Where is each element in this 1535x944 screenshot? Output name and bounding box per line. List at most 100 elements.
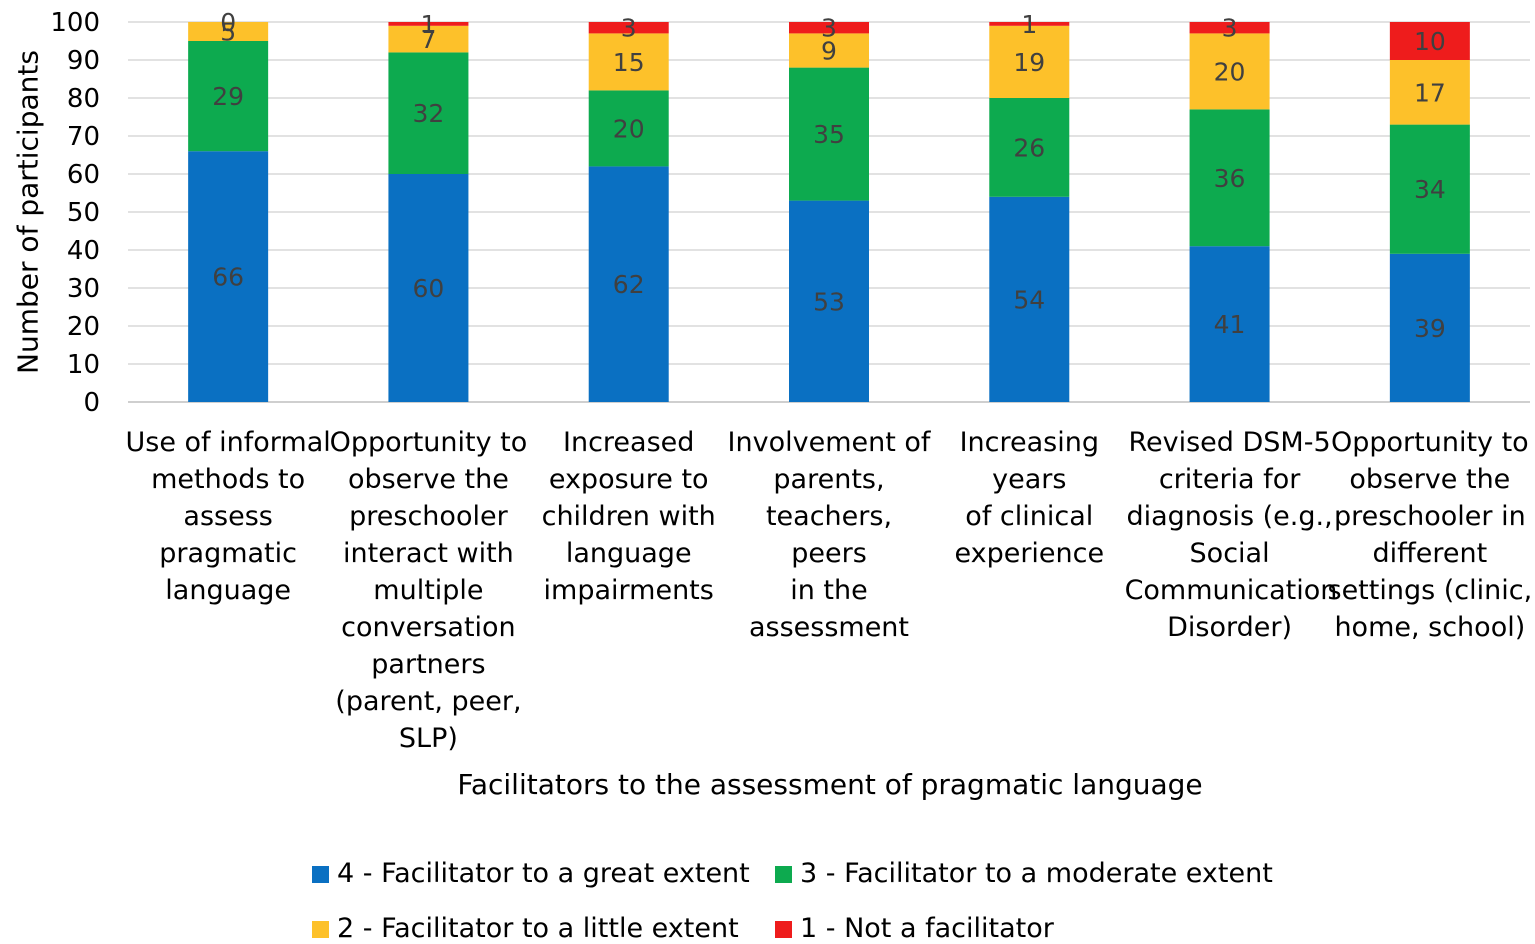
category-label-line: (parent, peer, xyxy=(335,686,522,717)
bar-segment xyxy=(989,22,1070,26)
bar-segment xyxy=(1189,246,1270,402)
bar-segment xyxy=(1389,60,1470,125)
data-label: 0 xyxy=(220,8,236,37)
data-label: 60 xyxy=(413,274,445,303)
data-label: 32 xyxy=(413,99,445,128)
data-label: 20 xyxy=(1214,57,1246,86)
category-label-line: diagnosis (e.g., xyxy=(1126,501,1333,532)
data-label: 62 xyxy=(613,270,645,299)
bar-segment xyxy=(188,41,269,152)
bar-segment xyxy=(588,166,669,402)
legend-item-little-extent: 2 - Facilitator to a little extent xyxy=(312,913,739,944)
bar-segment xyxy=(588,22,669,34)
legend-item-great-extent: 4 - Facilitator to a great extent xyxy=(312,858,750,889)
legend-label: 3 - Facilitator to a moderate extent xyxy=(800,858,1273,889)
bar-segment xyxy=(989,98,1070,197)
y-tick-label: 20 xyxy=(67,312,100,342)
legend-swatch xyxy=(775,921,792,938)
legend-swatch xyxy=(312,921,329,938)
category-label-line: Use of informal xyxy=(125,427,331,458)
data-label: 3 xyxy=(1222,14,1238,43)
category-label-line: different xyxy=(1372,538,1488,569)
category-label-line: impairments xyxy=(543,575,714,606)
x-axis-label: Facilitators to the assessment of pragma… xyxy=(457,768,1203,801)
category-label: Opportunity to observe the preschooler inte… xyxy=(323,424,533,757)
y-tick-label: 90 xyxy=(67,46,100,76)
bar-segment xyxy=(1389,124,1470,254)
data-label: 19 xyxy=(1013,48,1045,77)
category-label-line: Increased xyxy=(563,427,695,458)
legend-label: 2 - Facilitator to a little extent xyxy=(337,913,739,944)
legend-swatch xyxy=(775,866,792,883)
category-label-line: in the xyxy=(790,575,868,606)
category-label: Opportunity to observe the preschooler in d… xyxy=(1325,424,1535,646)
y-axis-label: Number of participants xyxy=(11,50,45,374)
category-label-line: parents, xyxy=(773,464,885,495)
y-tick-label: 10 xyxy=(67,350,100,380)
category-label-line: SLP) xyxy=(398,723,458,754)
category-label-line: home, school) xyxy=(1334,612,1526,643)
bar-segment xyxy=(789,67,869,201)
category-label-line: conversation xyxy=(341,612,516,643)
legend-swatch xyxy=(312,866,329,883)
y-tick-labels: 0 10 20 30 40 50 60 70 80 90 100 xyxy=(50,8,100,418)
y-tick-label: 60 xyxy=(67,160,100,190)
category-label-line: criteria for xyxy=(1158,464,1301,495)
category-label-line: language xyxy=(165,575,291,606)
bar-segment xyxy=(388,22,469,26)
category-label-line: of clinical xyxy=(965,501,1094,532)
data-label: 54 xyxy=(1013,285,1045,314)
bar-segment xyxy=(1189,22,1270,34)
category-label-line: multiple xyxy=(373,575,484,606)
category-label-line: Involvement of xyxy=(727,427,931,458)
category-label: Revised DSM-5 criteria for diagnosis (e.g.… xyxy=(1124,424,1338,646)
y-tick-label: 50 xyxy=(67,198,100,228)
category-label-line: children with xyxy=(541,501,716,532)
y-tick-label: 100 xyxy=(50,8,100,38)
data-label: 10 xyxy=(1414,27,1446,56)
category-label-line: Opportunity to xyxy=(1330,427,1529,458)
legend-label: 4 - Facilitator to a great extent xyxy=(337,858,750,889)
data-label: 1 xyxy=(420,10,436,39)
bar-segment xyxy=(188,22,269,41)
bar-segment xyxy=(1389,253,1470,402)
bar-segment xyxy=(588,33,669,91)
bar-segment xyxy=(1389,22,1470,60)
category-label-line: pragmatic xyxy=(159,538,297,569)
data-label: 39 xyxy=(1414,314,1446,343)
data-label: 29 xyxy=(212,82,244,111)
bar-segment xyxy=(789,200,869,402)
data-label: 3 xyxy=(621,14,637,43)
data-label: 15 xyxy=(613,48,645,77)
bar-segment xyxy=(388,25,469,53)
y-tick-label: 30 xyxy=(67,274,100,304)
bars xyxy=(188,22,1470,402)
legend-item-moderate-extent: 3 - Facilitator to a moderate extent xyxy=(775,858,1273,889)
category-label-line: Disorder) xyxy=(1167,612,1292,643)
bar-segment xyxy=(789,22,869,34)
category-label: Increased exposure to children with languag… xyxy=(524,424,734,609)
category-label-line: Communication xyxy=(1124,575,1338,606)
category-label-line: language xyxy=(565,538,692,569)
data-label: 35 xyxy=(813,120,845,149)
data-label: 66 xyxy=(212,263,244,292)
category-label-line: Opportunity to xyxy=(329,427,528,458)
category-label-line: Social xyxy=(1189,538,1270,569)
y-tick-label: 80 xyxy=(67,84,100,114)
data-label: 53 xyxy=(813,287,845,316)
category-label-line: exposure to xyxy=(548,464,709,495)
y-tick-label: 0 xyxy=(83,388,100,418)
category-label-line: preschooler in xyxy=(1333,501,1526,532)
bar-segment xyxy=(789,33,869,68)
category-label-line: assessment xyxy=(748,612,910,643)
bar-segment xyxy=(388,52,469,174)
category-label: Increasing years of clinical experience xyxy=(924,424,1134,572)
data-label: 3 xyxy=(821,14,837,43)
data-label: 5 xyxy=(220,18,236,47)
y-tick-label: 40 xyxy=(67,236,100,266)
category-label-line: experience xyxy=(954,538,1105,569)
category-label: Use of informal methods to assess pragmatic… xyxy=(123,424,333,609)
bar-segment xyxy=(1189,109,1270,247)
data-label: 26 xyxy=(1013,133,1045,162)
